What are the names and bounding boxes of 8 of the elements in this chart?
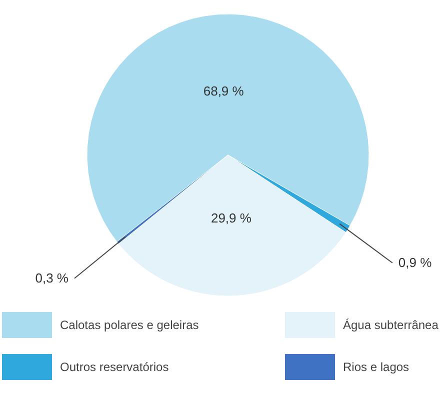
legend-label: Outros reservatórios: [60, 360, 169, 374]
data-label: 0,9 %: [398, 254, 432, 270]
legend-label: Calotas polares e geleiras: [60, 318, 199, 332]
data-label: 29,9 %: [210, 210, 252, 226]
legend-label: Rios e lagos: [343, 360, 410, 374]
legend-label: Água subterrânea: [343, 318, 439, 332]
data-label: 68,9 %: [203, 84, 244, 99]
data-label: 0,3 %: [35, 270, 69, 286]
